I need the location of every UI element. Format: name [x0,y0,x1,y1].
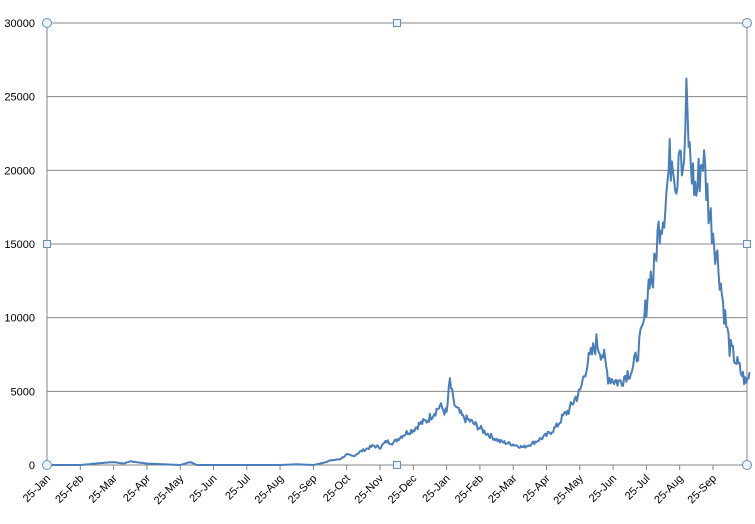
x-tick-label: 25-Jun [187,473,219,505]
gridlines [47,22,747,392]
y-tick-label: 30000 [4,18,35,30]
y-tick-label: 20000 [4,165,35,177]
y-tick-label: 10000 [4,313,35,325]
x-tick-label: 25-Aug [253,473,287,507]
x-tick-label: 25-Sep [286,473,320,507]
edge-resize-handle[interactable] [743,240,751,248]
x-tick-label: 25-Feb [453,473,486,506]
y-tick-label: 25000 [4,92,35,104]
x-tick-label: 25-Aug [652,473,686,507]
y-tick-label: 0 [29,460,35,472]
selection-handles[interactable] [42,18,752,470]
edge-resize-handle[interactable] [43,240,51,248]
corner-resize-handle[interactable] [742,460,752,470]
x-tick-label: 25-May [152,472,187,507]
y-tick-label: 15000 [4,239,35,251]
edge-resize-handle[interactable] [393,19,401,27]
data-series [47,77,751,466]
x-tick-label: 25-Jul [623,473,653,503]
x-tick-label: 25-Dec [386,472,420,506]
x-tick-label: 25-Sep [686,473,720,507]
x-tick-label: 25-Jun [587,473,619,505]
x-tick-label: 25-Nov [353,472,387,506]
x-tick-label: 25-Oct [321,473,353,505]
x-tick-label: 25-Jan [21,473,53,505]
x-tick-label: 25-May [551,472,586,507]
y-tick-label: 5000 [11,386,35,398]
corner-resize-handle[interactable] [42,18,52,28]
x-tick-label: 25-Apr [521,472,553,504]
y-axis-ticks: 0 5000 10000 15000 20000 25000 30000 [4,18,35,472]
x-tick-label: 25-Jan [420,473,452,505]
x-tick-label: 25-Mar [87,472,120,505]
series-line [47,77,751,466]
corner-resize-handle[interactable] [742,18,752,28]
x-tick-label: 25-Jul [223,473,253,503]
x-tick-label: 25-Apr [121,472,153,504]
x-tick-label: 25-Feb [53,473,86,506]
axes [46,22,748,470]
corner-resize-handle[interactable] [42,460,52,470]
edge-resize-handle[interactable] [393,461,401,469]
x-tick-label: 25-Mar [486,472,519,505]
